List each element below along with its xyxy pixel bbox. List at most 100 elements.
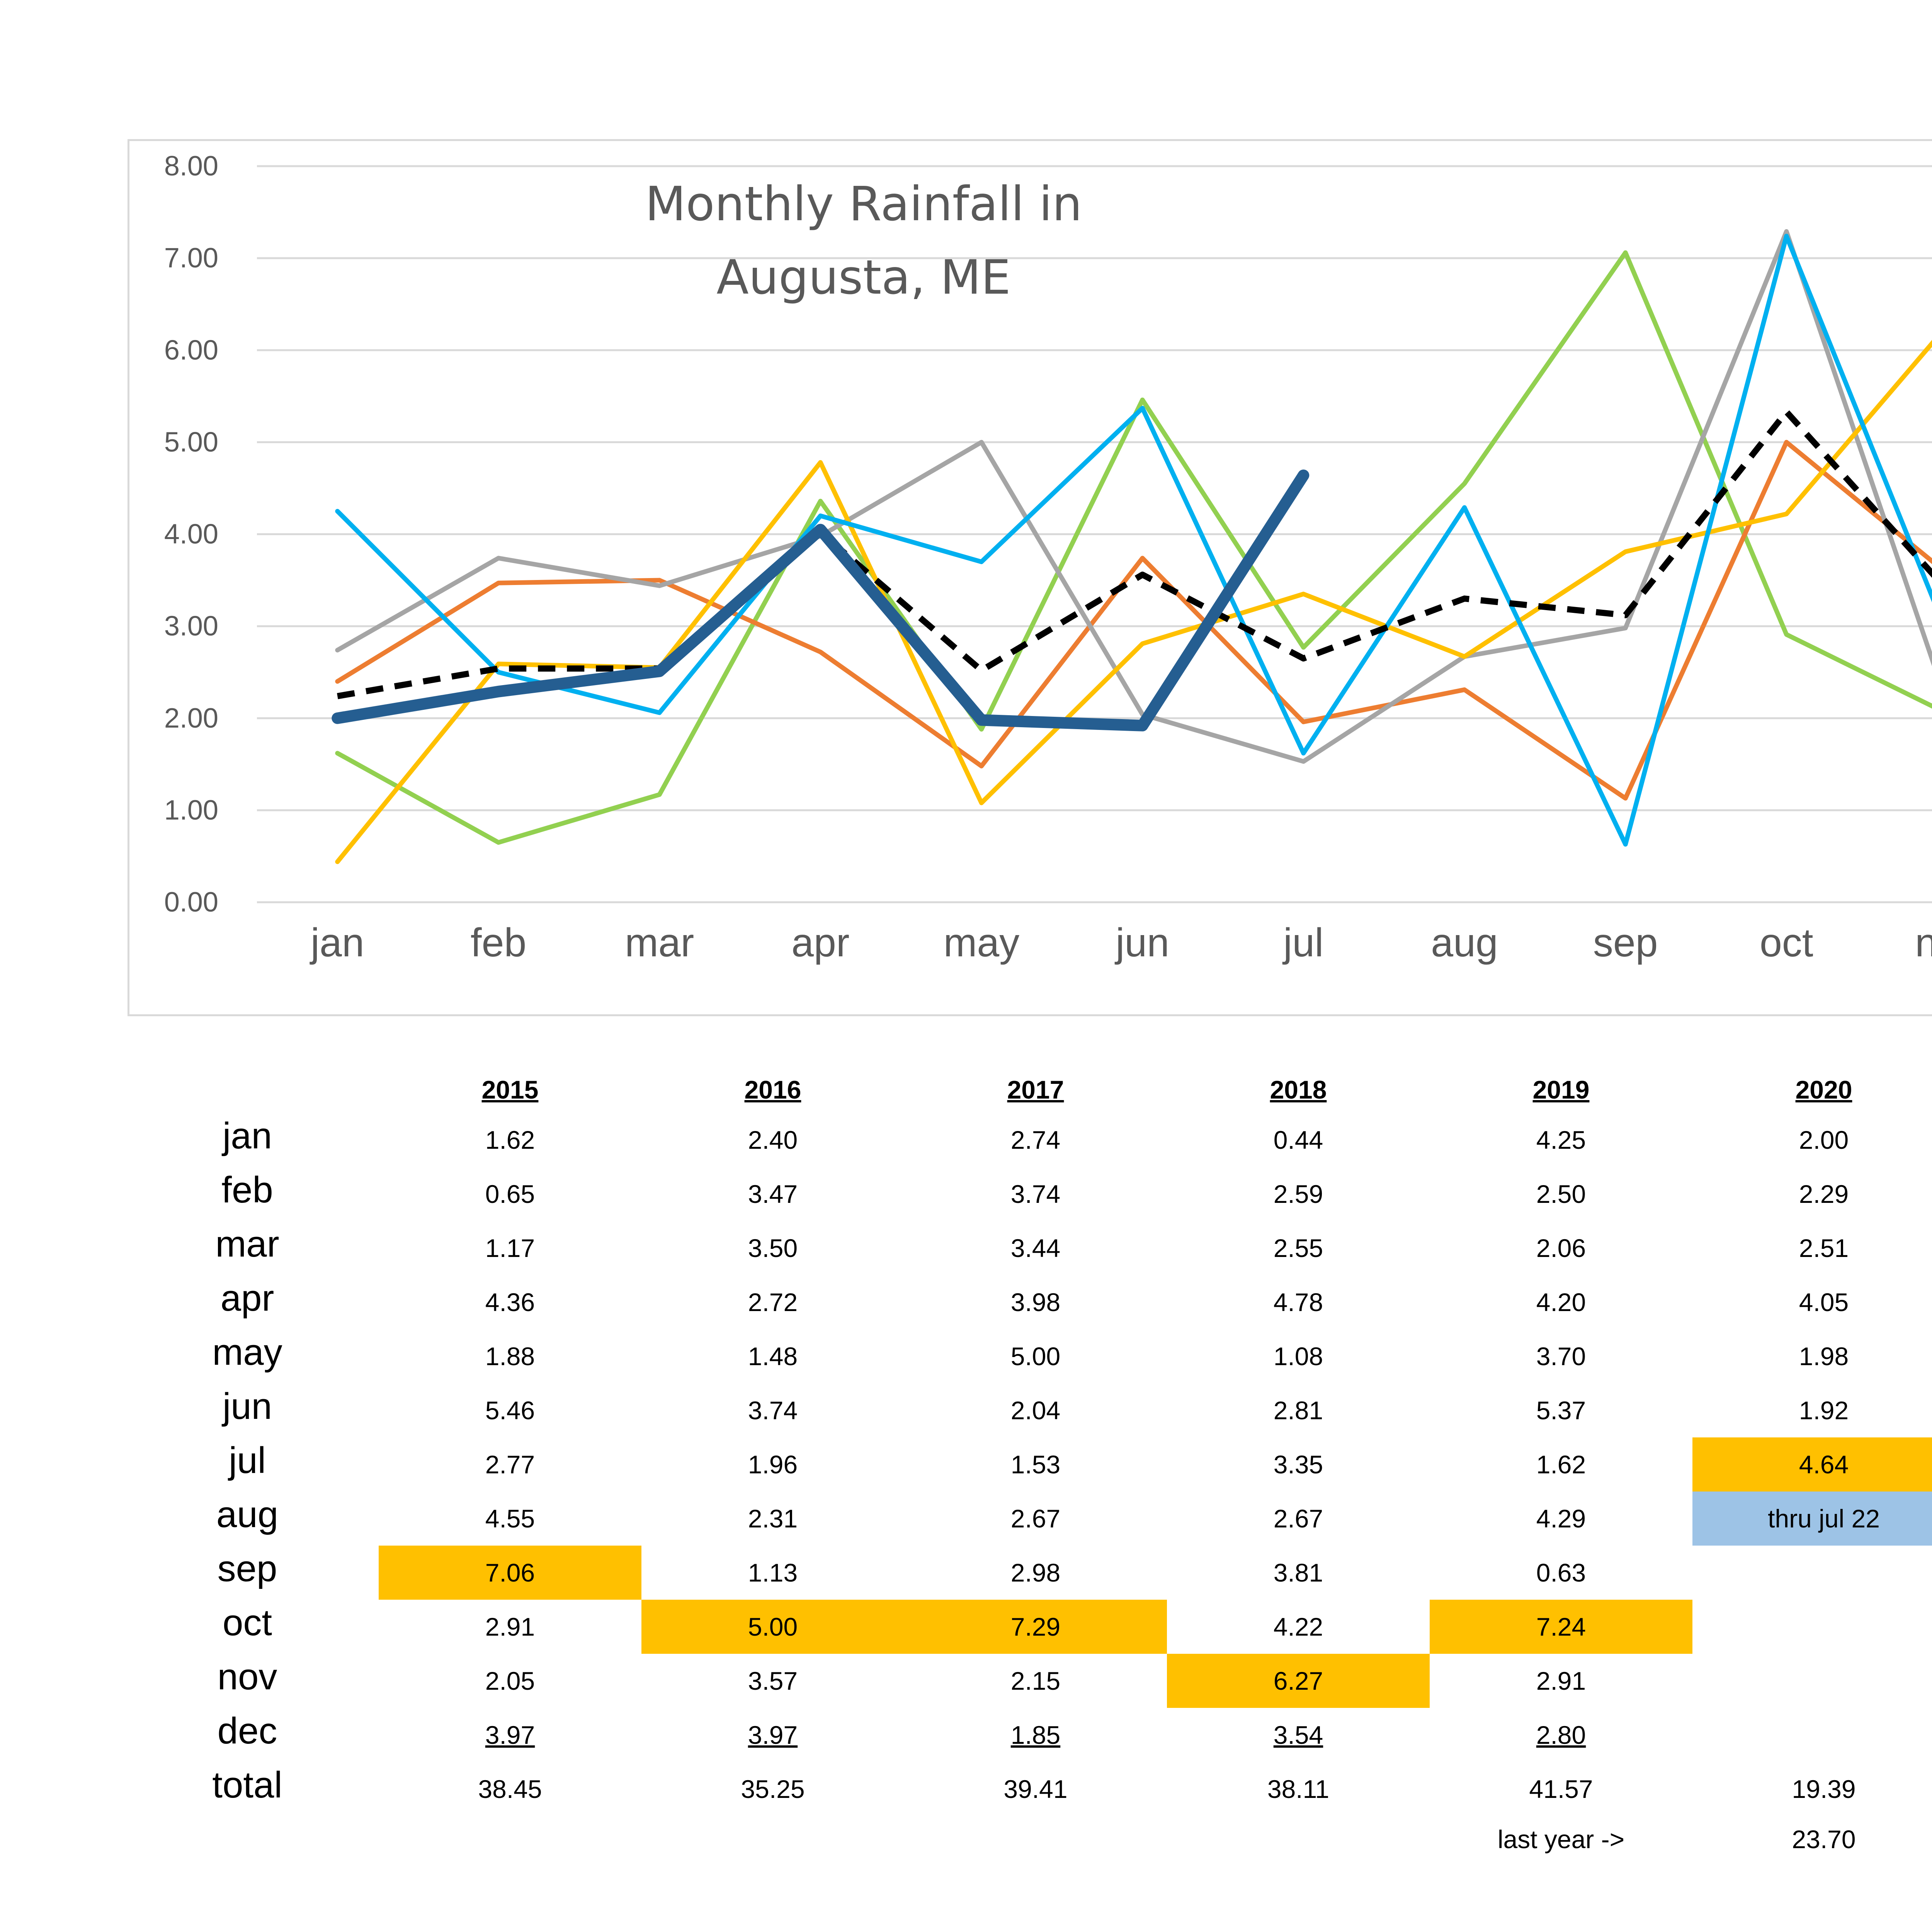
table-cell: 4.20: [1536, 1288, 1586, 1316]
table-cell: 38.45: [478, 1775, 542, 1803]
table-cell: 2.55: [1273, 1234, 1323, 1262]
x-tick-label: oct: [1760, 920, 1813, 965]
last-year-value: 23.70: [1792, 1825, 1856, 1854]
row-label: jun: [222, 1386, 272, 1427]
table-cell: 3.97: [748, 1721, 798, 1749]
row-label: jan: [222, 1115, 272, 1156]
table-cell: 1.85: [1010, 1721, 1061, 1749]
table-cell: 2.80: [1536, 1721, 1586, 1749]
table-cell: 4.78: [1273, 1288, 1323, 1316]
y-tick-label: 1.00: [164, 795, 218, 826]
table-cell: 38.11: [1267, 1775, 1330, 1803]
table-cell: 2.72: [748, 1288, 798, 1316]
row-label: dec: [217, 1710, 277, 1752]
table-cell: 3.44: [1010, 1234, 1061, 1262]
table-cell: 4.29: [1536, 1504, 1586, 1533]
table-cell: 19.39: [1792, 1775, 1856, 1803]
column-header: 2019: [1532, 1075, 1590, 1104]
table-cell: 5.37: [1536, 1396, 1586, 1425]
y-tick-label: 4.00: [164, 519, 218, 550]
table-cell: 7.06: [379, 1546, 641, 1600]
column-header: 2015: [481, 1075, 539, 1104]
column-header: 2017: [1007, 1075, 1064, 1104]
table-cell: 4.55: [485, 1504, 535, 1533]
table-cell: 0.63: [1536, 1558, 1586, 1587]
table-cell: 2.51: [1799, 1234, 1849, 1262]
table-cell: 1.92: [1799, 1396, 1849, 1425]
table-cell: 3.35: [1273, 1450, 1323, 1479]
x-tick-label: mar: [625, 920, 694, 965]
table-cell: 1.17: [485, 1234, 535, 1262]
series-line-2015: [335, 250, 1932, 845]
chart-title: Augusta, ME: [716, 250, 1011, 305]
y-tick-label: 0.00: [164, 887, 218, 918]
chart-frame: 0.00 1.00 2.00 3.00 4.00 5.00 6.00 7.00 8.00 jan f…: [128, 139, 1932, 1016]
x-tick-label: apr: [791, 920, 849, 965]
column-header: 2020: [1795, 1075, 1852, 1104]
table-cell: [1692, 1708, 1932, 1762]
row-label: aug: [216, 1494, 279, 1535]
x-tick-label: nov: [1915, 920, 1932, 965]
table-cell: 3.54: [1273, 1721, 1323, 1749]
table-cell: 4.36: [485, 1288, 535, 1316]
table-cell: 3.50: [748, 1234, 798, 1262]
y-tick-label: 6.00: [164, 335, 218, 366]
table-cell: 2.05: [485, 1667, 535, 1695]
row-label: mar: [215, 1223, 279, 1265]
x-tick-label: sep: [1593, 920, 1658, 965]
x-tick-label: aug: [1431, 920, 1498, 965]
table-cell: 3.81: [1273, 1558, 1323, 1587]
table-cell: [1692, 1600, 1932, 1654]
table-cell: 4.64: [1692, 1437, 1932, 1492]
table-cell: 2.91: [1536, 1667, 1586, 1695]
row-label: oct: [222, 1602, 272, 1643]
table-cell: 1.53: [1010, 1450, 1061, 1479]
table-cell: 2.31: [748, 1504, 798, 1533]
table-cell: 2.67: [1010, 1504, 1061, 1533]
x-tick-label: feb: [471, 920, 527, 965]
table-cell: 3.47: [748, 1180, 798, 1208]
table-cell: 2.77: [485, 1450, 535, 1479]
chart-title: Monthly Rainfall in: [645, 177, 1082, 231]
series-line-2017: [335, 229, 1932, 764]
row-label: jul: [228, 1440, 266, 1481]
table-cell: 7.29: [904, 1600, 1167, 1654]
table-cell: 2.04: [1010, 1396, 1061, 1425]
table-cell: 2.91: [485, 1612, 535, 1641]
row-label: total: [212, 1764, 282, 1806]
table-cell: 6.27: [1167, 1654, 1430, 1708]
table-cell: 2.74: [1010, 1126, 1061, 1154]
row-label: may: [212, 1332, 282, 1373]
table-cell: 1.98: [1799, 1342, 1849, 1371]
table-cell: 1.62: [1536, 1450, 1586, 1479]
table-cell: 2.59: [1273, 1180, 1323, 1208]
table-cell: 3.97: [485, 1721, 535, 1749]
table-cell: 4.25: [1536, 1126, 1586, 1154]
table-cell: 3.57: [748, 1667, 798, 1695]
series-line-2020: [332, 469, 1310, 731]
row-label: nov: [217, 1656, 277, 1697]
row-label: feb: [221, 1169, 273, 1211]
line-chart: 0.00 1.00 2.00 3.00 4.00 5.00 6.00 7.00 8.00 jan f…: [164, 151, 1932, 965]
table-cell: [1692, 1654, 1932, 1708]
series-line-2019: [335, 233, 1932, 847]
y-tick-label: 3.00: [164, 611, 218, 642]
table-cell: 1.08: [1273, 1342, 1323, 1371]
x-tick-label: jun: [1114, 920, 1169, 965]
table-cell: 1.96: [748, 1450, 798, 1479]
table-cell: thru jul 22: [1692, 1492, 1932, 1546]
y-tick-label: 7.00: [164, 243, 218, 274]
table-cell: 4.22: [1273, 1612, 1323, 1641]
table-cell: [1692, 1546, 1932, 1600]
table-cell: 5.00: [1010, 1342, 1061, 1371]
table-cell: 2.67: [1273, 1504, 1323, 1533]
table-cell: 1.13: [748, 1558, 798, 1587]
table-cell: 5.46: [485, 1396, 535, 1425]
row-label: sep: [217, 1548, 277, 1589]
y-tick-label: 8.00: [164, 151, 218, 182]
table-cell: 4.05: [1799, 1288, 1849, 1316]
table-cell: 3.98: [1010, 1288, 1061, 1316]
table-cell: 1.62: [485, 1126, 535, 1154]
table-cell: 7.24: [1430, 1600, 1692, 1654]
table-cell: 2.06: [1536, 1234, 1586, 1262]
